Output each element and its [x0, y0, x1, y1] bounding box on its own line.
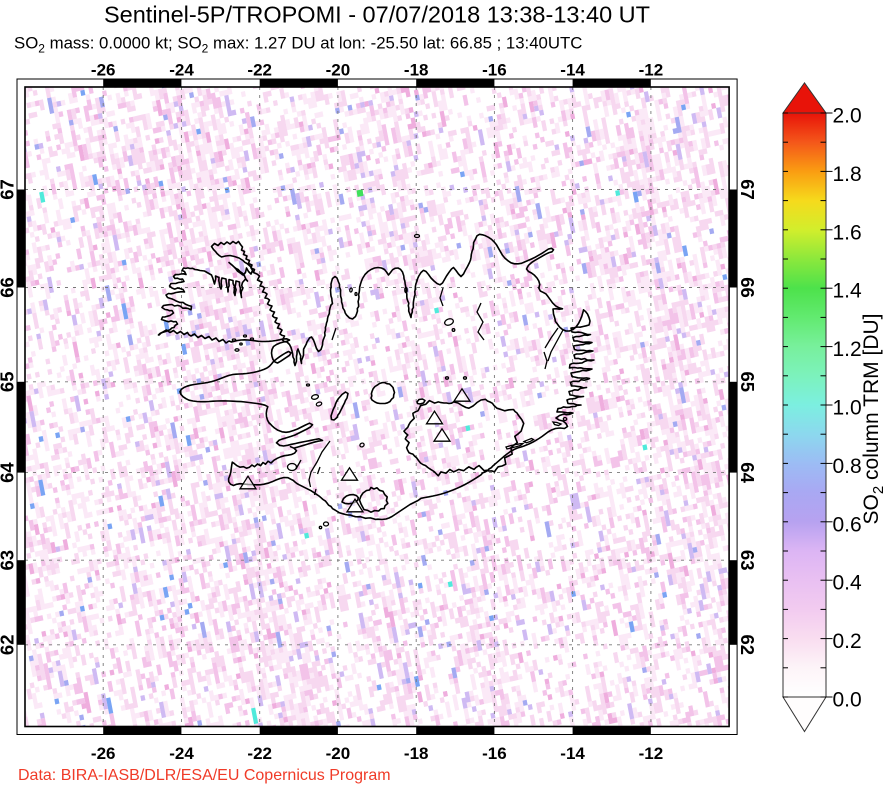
- svg-text:-18: -18: [404, 744, 429, 763]
- svg-text:63: 63: [737, 550, 758, 571]
- svg-text:64: 64: [0, 462, 18, 483]
- svg-text:2.0: 2.0: [833, 105, 862, 128]
- svg-text:-26: -26: [91, 744, 116, 763]
- svg-text:-26: -26: [91, 61, 116, 80]
- svg-text:-14: -14: [560, 61, 585, 80]
- svg-text:-24: -24: [169, 61, 194, 80]
- svg-text:65: 65: [737, 372, 758, 393]
- svg-text:1.6: 1.6: [833, 221, 862, 244]
- svg-text:SO2 mass: 0.0000 kt; SO2 max:: SO2 mass: 0.0000 kt; SO2 max: 1.27 DU at…: [14, 34, 582, 56]
- svg-text:62: 62: [0, 635, 18, 656]
- svg-text:64: 64: [737, 462, 758, 483]
- svg-text:-18: -18: [404, 61, 429, 80]
- svg-text:1.4: 1.4: [833, 280, 863, 303]
- svg-text:-24: -24: [169, 744, 194, 763]
- svg-text:-20: -20: [326, 744, 351, 763]
- svg-text:-16: -16: [482, 61, 507, 80]
- svg-text:0.4: 0.4: [833, 572, 863, 595]
- svg-text:66: 66: [737, 277, 758, 298]
- svg-text:SO2 column TRM [DU]: SO2 column TRM [DU]: [860, 314, 883, 525]
- svg-text:0.8: 0.8: [833, 455, 862, 478]
- svg-text:62: 62: [737, 635, 758, 656]
- svg-text:Data: BIRA-IASB/DLR/ESA/EU Cop: Data: BIRA-IASB/DLR/ESA/EU Copernicus Pr…: [18, 767, 391, 784]
- svg-text:1.0: 1.0: [833, 397, 862, 420]
- svg-text:-12: -12: [639, 61, 664, 80]
- svg-text:-16: -16: [482, 744, 507, 763]
- svg-text:-22: -22: [247, 61, 272, 80]
- svg-text:67: 67: [0, 179, 18, 200]
- svg-text:-22: -22: [247, 744, 272, 763]
- svg-text:63: 63: [0, 550, 18, 571]
- svg-text:-20: -20: [326, 61, 351, 80]
- svg-text:0.2: 0.2: [833, 630, 862, 653]
- svg-text:-14: -14: [560, 744, 585, 763]
- svg-text:Sentinel-5P/TROPOMI - 07/07/20: Sentinel-5P/TROPOMI - 07/07/2018 13:38-1…: [104, 2, 650, 28]
- svg-text:65: 65: [0, 372, 18, 393]
- svg-text:1.8: 1.8: [833, 163, 862, 186]
- svg-text:1.2: 1.2: [833, 338, 862, 361]
- svg-text:-12: -12: [639, 744, 664, 763]
- svg-text:0.0: 0.0: [833, 689, 862, 712]
- svg-text:0.6: 0.6: [833, 513, 862, 536]
- svg-text:66: 66: [0, 277, 18, 298]
- svg-text:67: 67: [737, 179, 758, 200]
